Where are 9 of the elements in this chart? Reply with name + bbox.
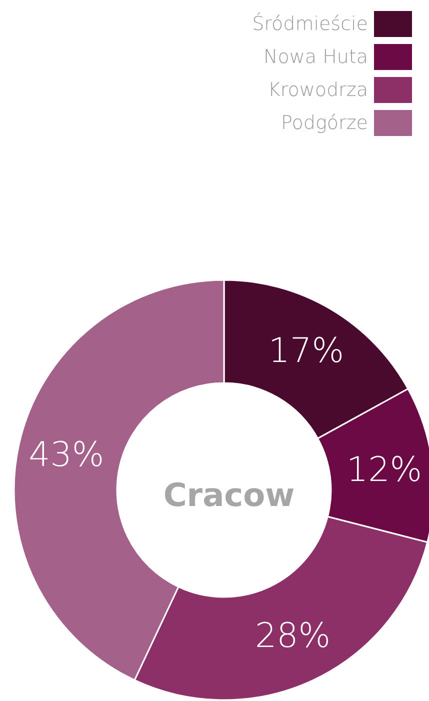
legend-label: Śródmieście [252,12,368,35]
legend-label: Podgórze [281,112,368,134]
legend-label: Nowa Huta [264,46,368,68]
data-label: 43% [28,434,104,475]
legend-label: Krowodrza [268,79,368,101]
data-label: 17% [268,330,344,371]
data-label: 28% [254,616,331,656]
data-label: 12% [346,450,422,490]
text: Cracow [163,476,295,514]
